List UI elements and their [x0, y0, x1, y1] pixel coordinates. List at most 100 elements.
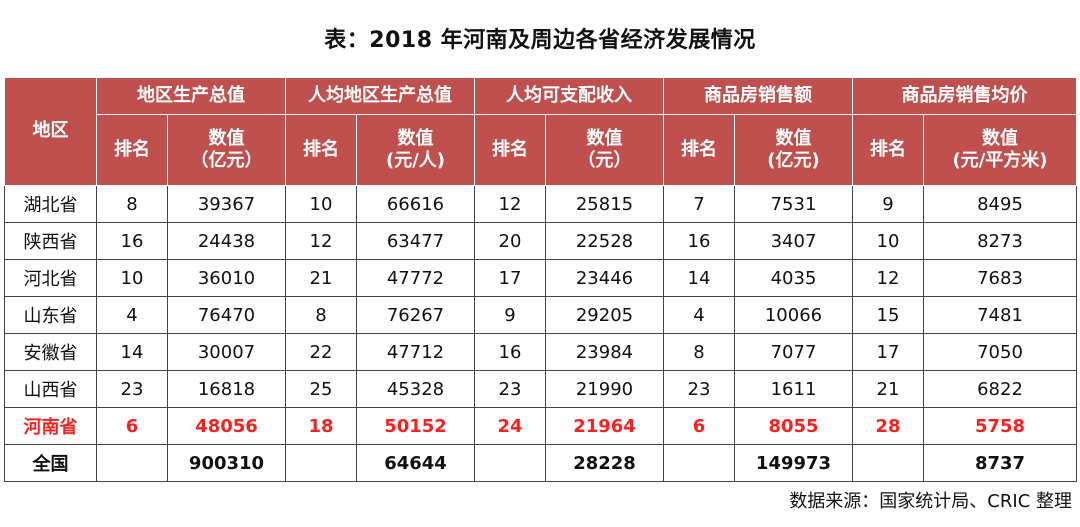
cell-region: 山西省: [4, 370, 97, 408]
cell-price-value: 8737: [923, 444, 1077, 482]
header-value-label: 数值: [775, 127, 812, 149]
cell-price-value: 8273: [923, 222, 1077, 260]
cell-sales-rank: 14: [663, 259, 735, 297]
cell-gdp-value: 48056: [167, 407, 286, 445]
cell-price-rank: 28: [852, 407, 924, 445]
cell-region: 湖北省: [4, 185, 97, 223]
cell-gdp-per-capita-value: 66616: [356, 185, 475, 223]
cell-gdp-rank: 23: [96, 370, 168, 408]
cell-sales-rank: 16: [663, 222, 735, 260]
cell-gdp-value: 16818: [167, 370, 286, 408]
header-region: 地区: [4, 77, 97, 186]
header-rank: 排名: [852, 114, 924, 186]
cell-price-rank: 15: [852, 296, 924, 334]
header-rank: 排名: [474, 114, 546, 186]
table-row-highlighted: 河南省 6 48056 18 50152 24 21964 6 8055 28 …: [4, 407, 1077, 445]
cell-sales-rank: 8: [663, 333, 735, 371]
cell-income-value: 21990: [545, 370, 664, 408]
table-row: 湖北省 8 39367 10 66616 12 25815 7 7531 9 8…: [4, 185, 1077, 223]
cell-gdp-value: 36010: [167, 259, 286, 297]
cell-price-value: 7050: [923, 333, 1077, 371]
cell-gdp-value: 76470: [167, 296, 286, 334]
cell-gdp-rank: 10: [96, 259, 168, 297]
table-row-total: 全国 900310 64644 28228 149973 8737: [4, 444, 1077, 482]
cell-price-value: 7683: [923, 259, 1077, 297]
cell-price-value: 5758: [923, 407, 1077, 445]
header-value-unit: （亿元）: [190, 150, 263, 171]
cell-region: 河北省: [4, 259, 97, 297]
cell-gdp-rank: 14: [96, 333, 168, 371]
cell-gdp-value: 900310: [167, 444, 286, 482]
cell-region: 河南省: [4, 407, 97, 445]
cell-region: 陕西省: [4, 222, 97, 260]
cell-income-rank: 16: [474, 333, 546, 371]
cell-sales-rank: [663, 444, 735, 482]
header-group-housing-price: 商品房销售均价: [852, 77, 1077, 115]
header-value: 数值 （元）: [545, 114, 664, 186]
cell-gdp-value: 30007: [167, 333, 286, 371]
cell-price-rank: 9: [852, 185, 924, 223]
cell-price-rank: 10: [852, 222, 924, 260]
cell-sales-rank: 4: [663, 296, 735, 334]
cell-gdp-per-capita-rank: 22: [285, 333, 357, 371]
cell-gdp-per-capita-rank: 25: [285, 370, 357, 408]
cell-gdp-per-capita-value: 47712: [356, 333, 475, 371]
cell-income-value: 23446: [545, 259, 664, 297]
cell-income-rank: 9: [474, 296, 546, 334]
cell-gdp-per-capita-rank: 10: [285, 185, 357, 223]
cell-gdp-per-capita-rank: [285, 444, 357, 482]
economic-data-table: 地区 地区生产总值 人均地区生产总值 人均可支配收入 商品房销售额 商品房销售均…: [4, 77, 1077, 482]
cell-price-rank: 17: [852, 333, 924, 371]
cell-gdp-value: 39367: [167, 185, 286, 223]
cell-gdp-rank: [96, 444, 168, 482]
header-value-unit: (元/人): [385, 150, 446, 171]
cell-income-rank: [474, 444, 546, 482]
cell-gdp-per-capita-value: 76267: [356, 296, 475, 334]
cell-price-value: 8495: [923, 185, 1077, 223]
header-value-unit: （元）: [577, 150, 632, 171]
cell-price-rank: [852, 444, 924, 482]
cell-income-rank: 24: [474, 407, 546, 445]
cell-sales-value: 7077: [734, 333, 853, 371]
header-value: 数值 （亿元）: [167, 114, 286, 186]
cell-income-value: 25815: [545, 185, 664, 223]
cell-sales-rank: 23: [663, 370, 735, 408]
cell-gdp-per-capita-value: 64644: [356, 444, 475, 482]
cell-sales-value: 7531: [734, 185, 853, 223]
table-row: 河北省 10 36010 21 47772 17 23446 14 4035 1…: [4, 259, 1077, 297]
cell-gdp-per-capita-value: 47772: [356, 259, 475, 297]
cell-income-value: 22528: [545, 222, 664, 260]
header-group-disposable-income: 人均可支配收入: [474, 77, 664, 115]
cell-sales-value: 10066: [734, 296, 853, 334]
cell-price-value: 7481: [923, 296, 1077, 334]
cell-sales-value: 4035: [734, 259, 853, 297]
cell-income-rank: 12: [474, 185, 546, 223]
cell-income-rank: 23: [474, 370, 546, 408]
header-rank: 排名: [96, 114, 168, 186]
header-rank: 排名: [663, 114, 735, 186]
cell-region: 全国: [4, 444, 97, 482]
cell-gdp-per-capita-rank: 8: [285, 296, 357, 334]
cell-gdp-rank: 6: [96, 407, 168, 445]
cell-gdp-rank: 16: [96, 222, 168, 260]
header-value: 数值 (亿元): [734, 114, 853, 186]
table-title: 表：2018 年河南及周边各省经济发展情况: [324, 28, 756, 53]
cell-gdp-per-capita-value: 45328: [356, 370, 475, 408]
table-row: 安徽省 14 30007 22 47712 16 23984 8 7077 17…: [4, 333, 1077, 371]
header-rank: 排名: [285, 114, 357, 186]
table-row: 山西省 23 16818 25 45328 23 21990 23 1611 2…: [4, 370, 1077, 408]
cell-sales-value: 149973: [734, 444, 853, 482]
cell-price-rank: 12: [852, 259, 924, 297]
header-value-label: 数值: [208, 127, 245, 149]
cell-sales-rank: 6: [663, 407, 735, 445]
cell-income-rank: 20: [474, 222, 546, 260]
header-value-label: 数值: [982, 127, 1018, 149]
cell-income-value: 21964: [545, 407, 664, 445]
cell-income-value: 29205: [545, 296, 664, 334]
header-group-gdp-per-capita: 人均地区生产总值: [285, 77, 475, 115]
cell-region: 山东省: [4, 296, 97, 334]
header-value-label: 数值: [586, 127, 623, 149]
cell-income-value: 28228: [545, 444, 664, 482]
header-value-unit: (亿元): [767, 150, 820, 171]
cell-sales-value: 3407: [734, 222, 853, 260]
